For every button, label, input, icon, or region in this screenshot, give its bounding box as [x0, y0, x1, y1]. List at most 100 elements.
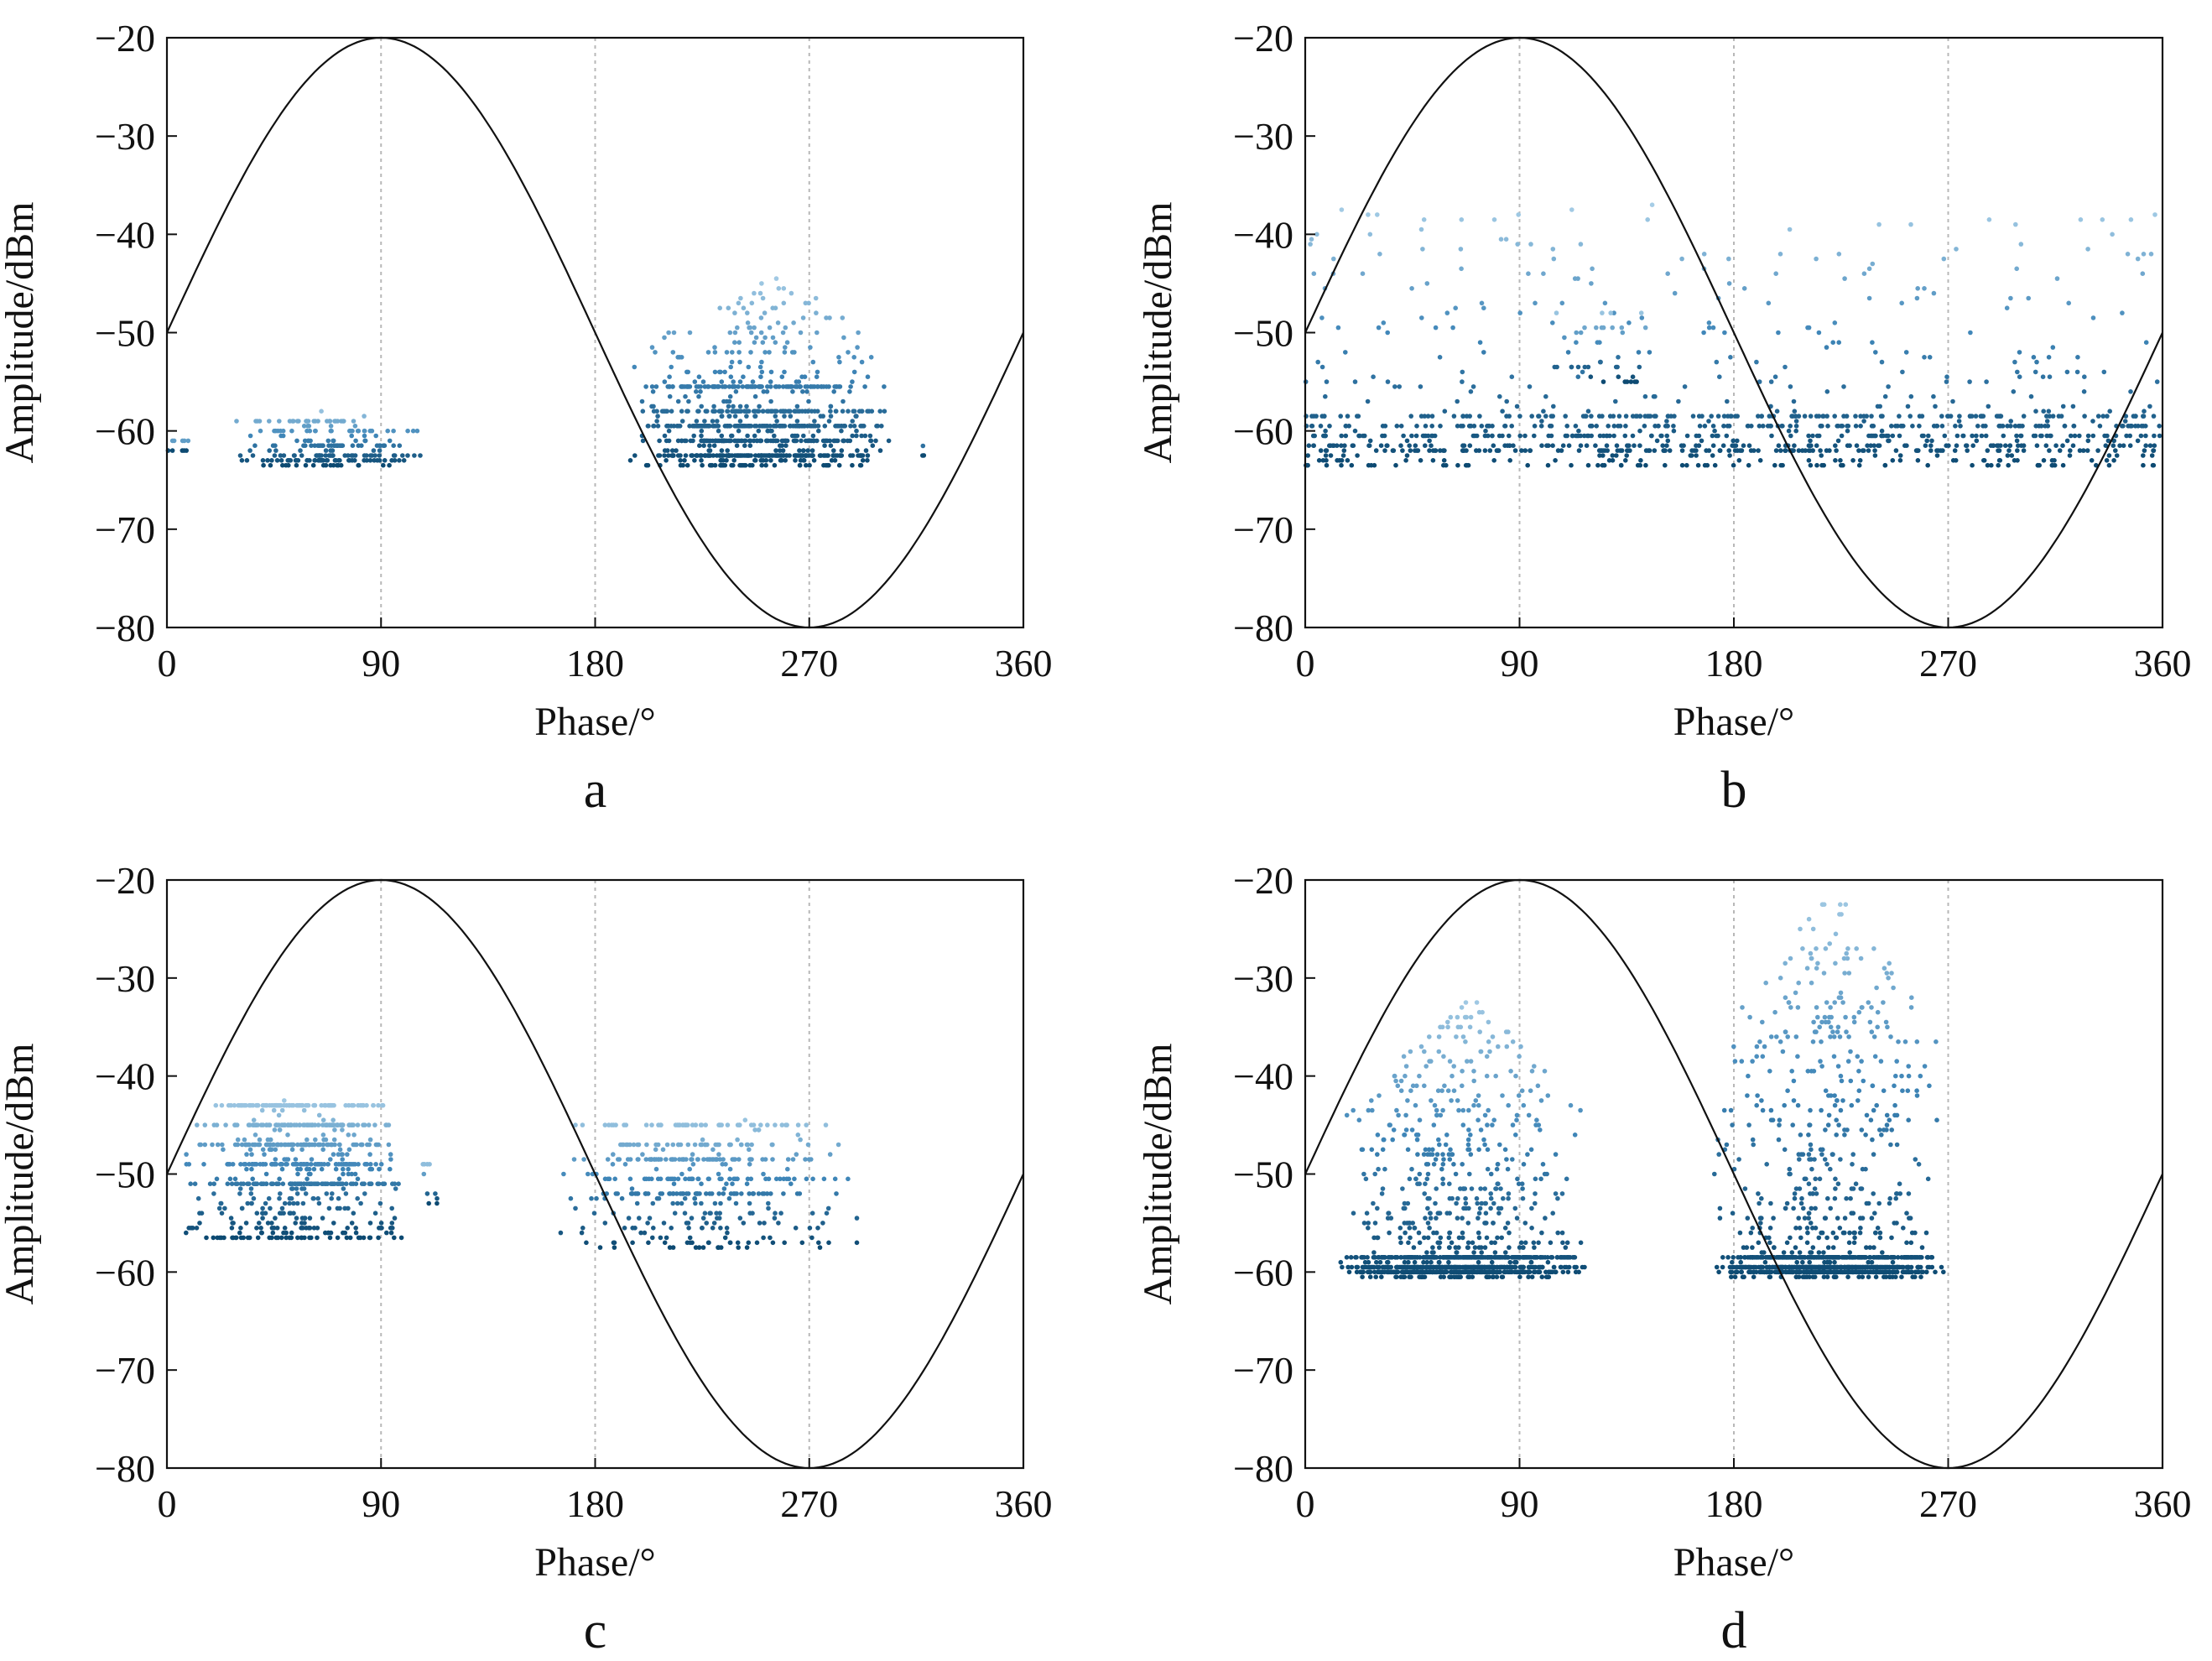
- data-point: [1964, 443, 1970, 448]
- data-point: [763, 1176, 768, 1182]
- data-point: [273, 1216, 278, 1221]
- data-point: [674, 1191, 679, 1196]
- data-point: [589, 1195, 594, 1201]
- data-point: [1550, 414, 1555, 419]
- data-point: [1610, 458, 1616, 463]
- data-point: [1496, 1211, 1502, 1216]
- data-point: [1309, 237, 1314, 242]
- data-point: [1481, 1137, 1486, 1143]
- data-point: [1423, 1064, 1429, 1069]
- data-point: [1466, 1147, 1472, 1153]
- data-point: [1706, 419, 1711, 424]
- data-point: [742, 438, 747, 444]
- data-point: [210, 1142, 215, 1148]
- data-point: [851, 409, 857, 414]
- data-point: [252, 1132, 258, 1138]
- data-point: [241, 1235, 247, 1241]
- data-point: [1424, 1259, 1429, 1265]
- data-point: [1507, 1269, 1512, 1275]
- data-point: [268, 1205, 273, 1211]
- data-point: [367, 1181, 372, 1186]
- data-point: [344, 1235, 350, 1241]
- data-point: [1893, 448, 1899, 453]
- data-point: [678, 1191, 683, 1196]
- data-point: [1412, 1259, 1418, 1265]
- data-point: [284, 1235, 289, 1241]
- data-point: [356, 462, 362, 468]
- data-point: [1625, 448, 1630, 453]
- data-point: [1905, 404, 1911, 409]
- y-tick-label: −40: [95, 213, 155, 256]
- data-point: [1868, 443, 1873, 448]
- data-point: [341, 1166, 346, 1172]
- data-point: [1757, 458, 1763, 463]
- data-point: [1455, 1274, 1461, 1279]
- data-point: [1808, 1107, 1813, 1113]
- data-point: [778, 1176, 783, 1182]
- data-point: [739, 1191, 744, 1196]
- data-point: [711, 404, 716, 409]
- data-point: [1450, 1073, 1455, 1079]
- data-point: [221, 1147, 226, 1153]
- data-point: [758, 374, 763, 380]
- data-point: [2127, 443, 2133, 448]
- data-point: [1532, 433, 1537, 439]
- data-point: [1751, 448, 1757, 453]
- data-point: [664, 1142, 670, 1148]
- data-point: [1407, 443, 1412, 448]
- data-point: [320, 1216, 325, 1221]
- data-point: [1531, 1269, 1537, 1275]
- data-point: [2139, 424, 2144, 429]
- data-point: [362, 428, 367, 434]
- data-point: [635, 1142, 640, 1148]
- data-point: [1417, 1117, 1423, 1122]
- data-point: [748, 1122, 754, 1127]
- data-point: [184, 1152, 189, 1157]
- data-point: [2047, 374, 2053, 380]
- data-point: [1824, 345, 1829, 350]
- data-point: [1873, 350, 1878, 355]
- data-point: [1418, 1044, 1424, 1049]
- data-point: [1343, 350, 1348, 355]
- data-point: [1417, 1073, 1422, 1079]
- data-point: [764, 409, 770, 414]
- data-point: [1539, 1230, 1544, 1236]
- data-point: [1768, 379, 1774, 384]
- data-point: [313, 419, 318, 424]
- data-point: [1515, 1176, 1520, 1182]
- data-point: [1564, 1240, 1570, 1246]
- data-point: [1380, 433, 1385, 439]
- data-point: [303, 1191, 309, 1196]
- data-point: [1475, 1200, 1480, 1206]
- data-point: [1788, 384, 1793, 389]
- data-point: [707, 443, 712, 448]
- data-point: [747, 1211, 752, 1216]
- data-point: [1438, 448, 1443, 453]
- data-point: [673, 1122, 679, 1127]
- data-point: [251, 1195, 257, 1201]
- data-point: [1394, 1264, 1399, 1270]
- data-point: [1476, 1009, 1482, 1015]
- data-point: [789, 1181, 794, 1186]
- data-point: [346, 1166, 351, 1172]
- data-point: [260, 458, 266, 463]
- data-point: [809, 1235, 815, 1241]
- data-point: [606, 1122, 612, 1127]
- data-point: [362, 1162, 368, 1167]
- data-point: [336, 462, 341, 468]
- data-point: [1413, 1176, 1418, 1182]
- data-point: [1479, 424, 1485, 429]
- data-point: [1370, 1107, 1375, 1113]
- data-point: [747, 1191, 752, 1196]
- data-point: [427, 1162, 432, 1167]
- data-point: [729, 453, 735, 458]
- data-point: [1887, 438, 1892, 444]
- data-point: [184, 448, 189, 453]
- x-tick-label: 0: [158, 1482, 177, 1525]
- data-point: [2090, 315, 2096, 320]
- data-point: [1362, 1259, 1368, 1265]
- data-point: [1915, 458, 1921, 463]
- reference-sine-line: [166, 878, 1024, 1470]
- data-point: [627, 1142, 632, 1148]
- data-point: [694, 419, 700, 424]
